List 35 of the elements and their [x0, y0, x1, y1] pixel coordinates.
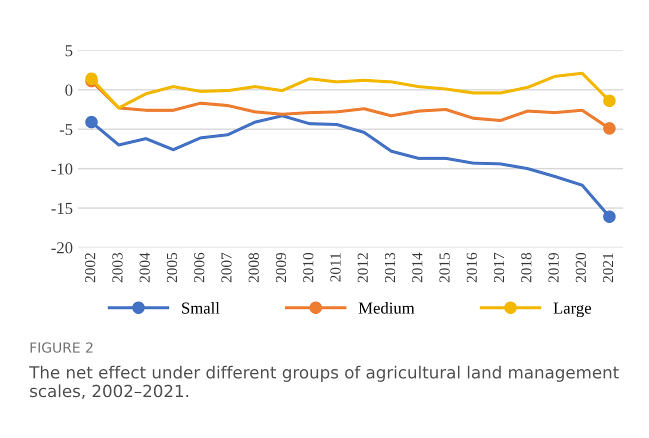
x-tick-label: 2002	[85, 253, 96, 282]
x-tick-label: 2019	[548, 252, 559, 282]
x-tick-label: 2009	[276, 252, 286, 282]
text: The net effect under different groups of agricultural land management scales, 2002–2021.	[29, 366, 619, 399]
y-tick-label: -15	[51, 202, 72, 214]
y-tick-label: -20	[51, 242, 72, 254]
legend-label: Small	[182, 302, 220, 314]
x-tick-label: 2015	[439, 252, 450, 282]
x-tick-label: 2004	[140, 252, 150, 282]
x-tick-label: 2021	[602, 253, 614, 282]
point	[603, 122, 616, 135]
x-tick-label: 2003	[112, 252, 123, 282]
x-tick-label: 2008	[248, 252, 259, 282]
point	[603, 94, 616, 108]
legend-label: Medium	[358, 302, 414, 314]
caption: FIGURE 2	[30, 342, 93, 353]
x-tick-label: 2014	[412, 252, 422, 282]
point	[85, 116, 98, 128]
x-tick-label: 2012	[358, 253, 368, 282]
y-tick-label: -10	[51, 163, 72, 175]
y-tick-label: -5	[60, 124, 72, 136]
x-tick-label: 2017	[494, 252, 504, 282]
x-tick-label: 2018	[521, 252, 532, 282]
y-tick-label: 0	[65, 84, 72, 96]
point	[603, 210, 616, 223]
x-tick-label: 2010	[303, 252, 314, 282]
y-tick-label: 5	[66, 45, 72, 56]
x-tick-label: 2006	[194, 252, 204, 282]
x-tick-label: 2013	[384, 252, 396, 282]
x-tick-label: 2005	[166, 252, 178, 282]
x-tick-label: 2020	[576, 252, 586, 282]
x-tick-label: 2011	[330, 253, 341, 282]
x-tick-label: 2007	[221, 252, 232, 282]
x-tick-label: 2016	[466, 252, 477, 282]
legend-label: Large	[554, 302, 592, 318]
